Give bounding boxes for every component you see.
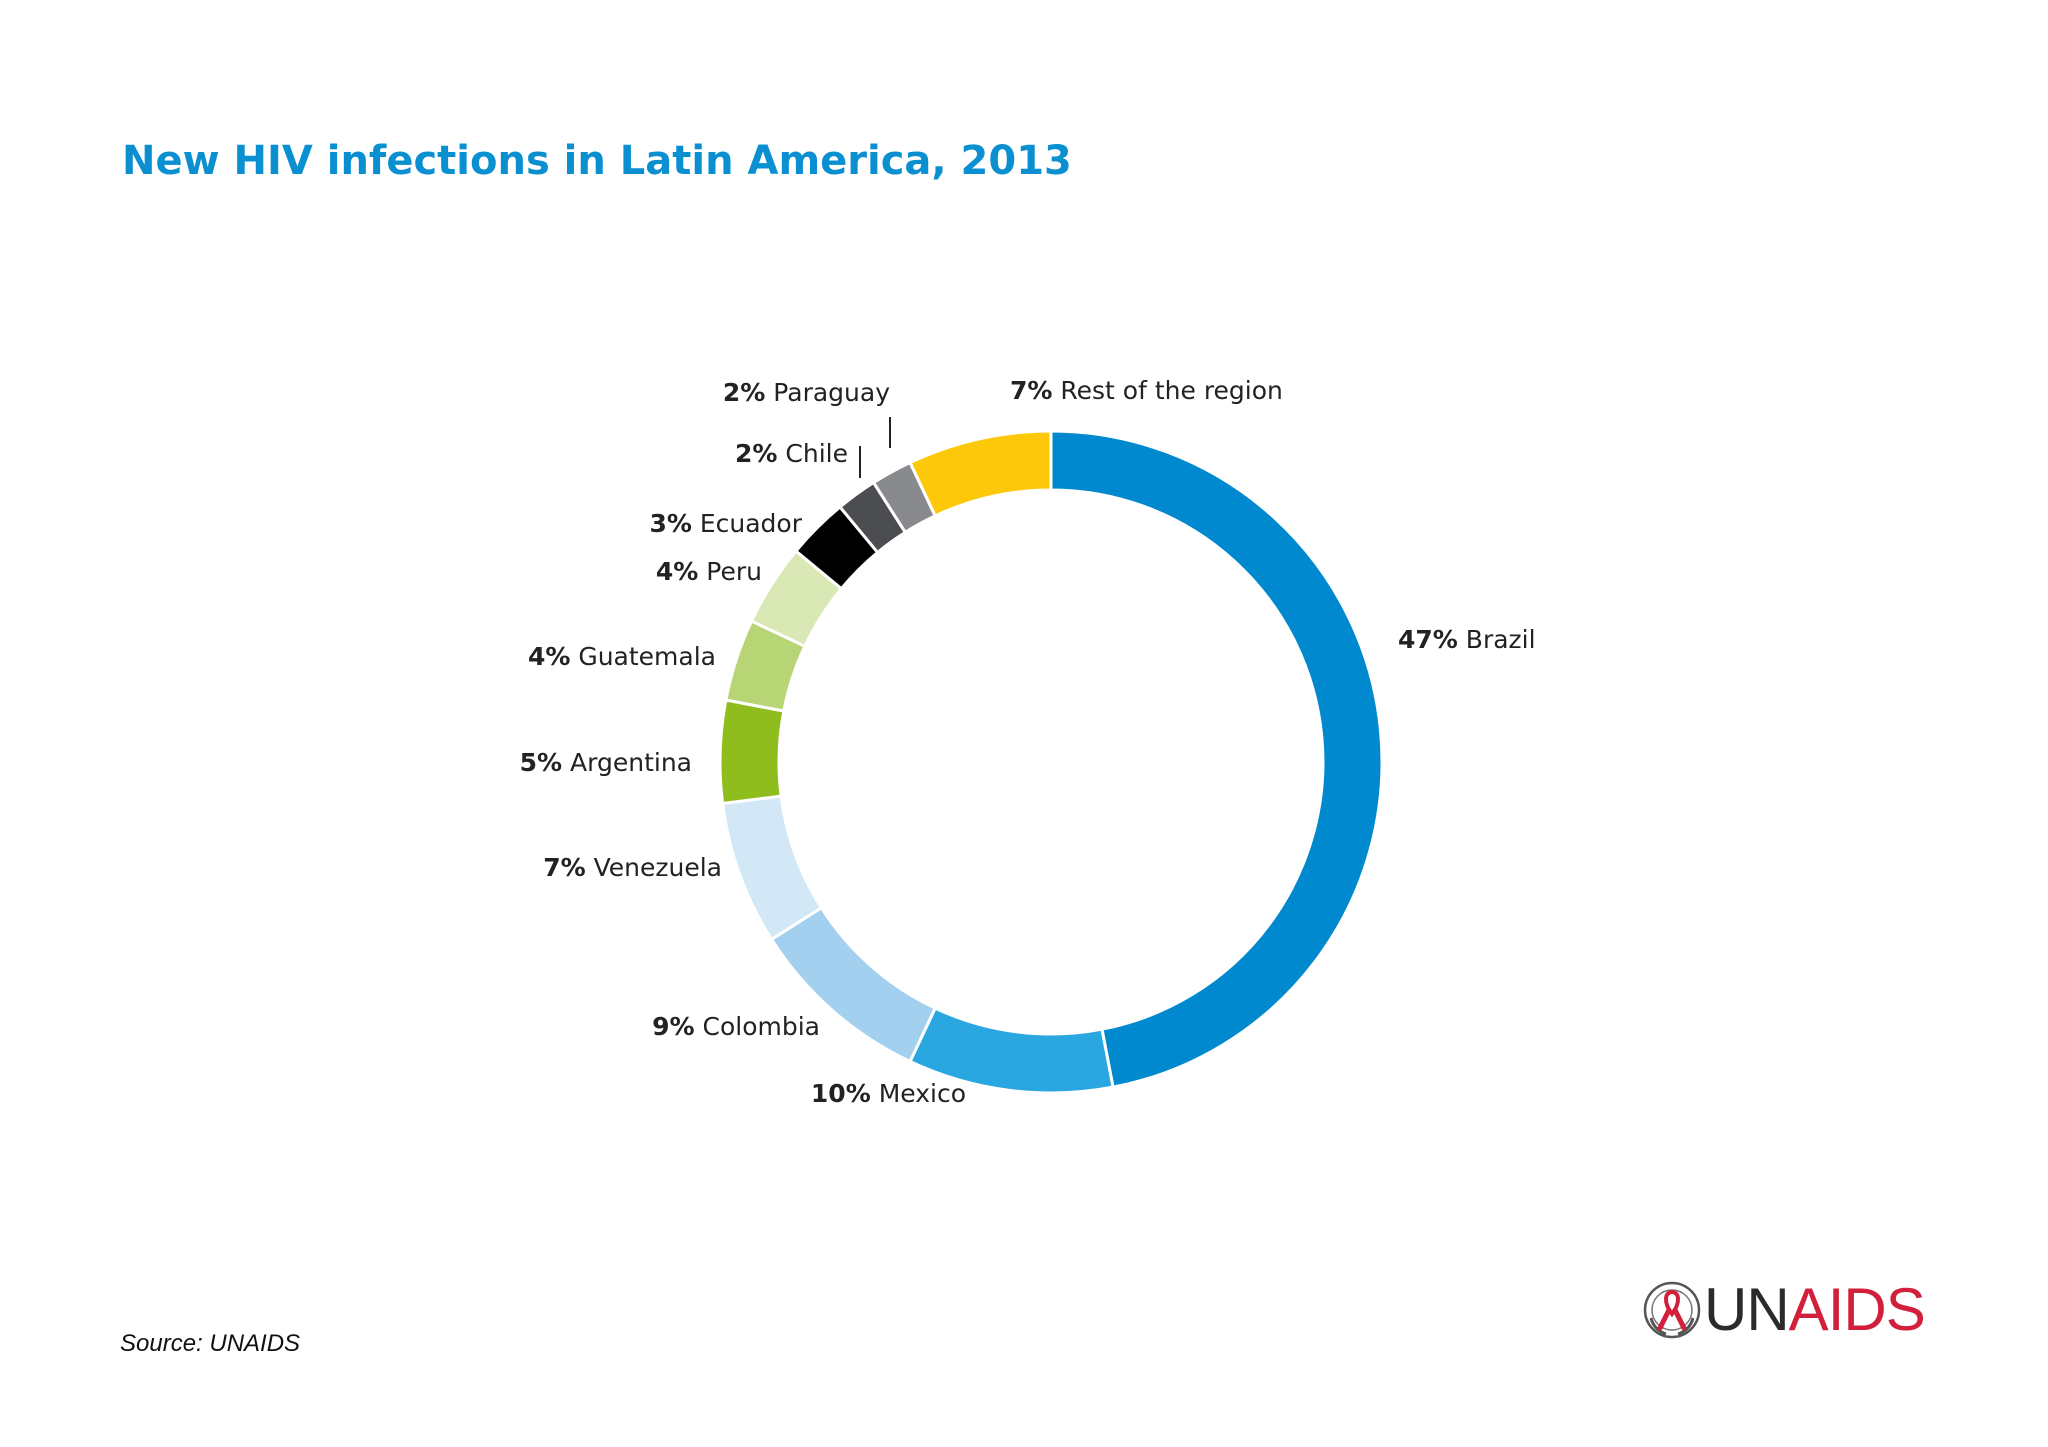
slice-label-paraguay: 2% Paraguay xyxy=(723,378,890,407)
donut-slice-argentina xyxy=(718,698,786,806)
slice-label-peru: 4% Peru xyxy=(656,557,762,586)
slice-label-brazil: 47% Brazil xyxy=(1398,625,1536,654)
leader-lines xyxy=(859,417,891,478)
donut-slice-rest-of-the-region xyxy=(908,429,1053,518)
logo-text-aids: AIDS xyxy=(1788,1276,1926,1343)
un-seal-ribbon-icon xyxy=(1643,1281,1701,1339)
chart-title: New HIV infections in Latin America, 201… xyxy=(122,138,1072,184)
slice-label-chile: 2% Chile xyxy=(735,439,848,468)
slice-label-mexico: 10% Mexico xyxy=(811,1079,966,1108)
slice-labels: 47% Brazil 10% Mexico 9% Colombia 7% Venezu… xyxy=(520,376,1536,1108)
source-note: Source: UNAIDS xyxy=(120,1330,301,1357)
unaids-logo: UNAIDS xyxy=(1642,1278,1926,1342)
slice-label-argentina: 5% Argentina xyxy=(520,748,692,777)
donut-slice-venezuela xyxy=(720,794,824,942)
slice-label-rest-of-the-region: 7% Rest of the region xyxy=(1010,376,1283,405)
logo-wordmark: UNAIDS xyxy=(1704,1280,1926,1340)
logo-text-un: UN xyxy=(1704,1276,1790,1343)
donut-slices xyxy=(718,429,1384,1095)
donut-slice-brazil xyxy=(1049,429,1384,1089)
slice-label-venezuela: 7% Venezuela xyxy=(543,853,722,882)
slice-label-guatemala: 4% Guatemala xyxy=(528,642,716,671)
slice-label-ecuador: 3% Ecuador xyxy=(649,509,802,538)
slice-label-colombia: 9% Colombia xyxy=(652,1012,820,1041)
